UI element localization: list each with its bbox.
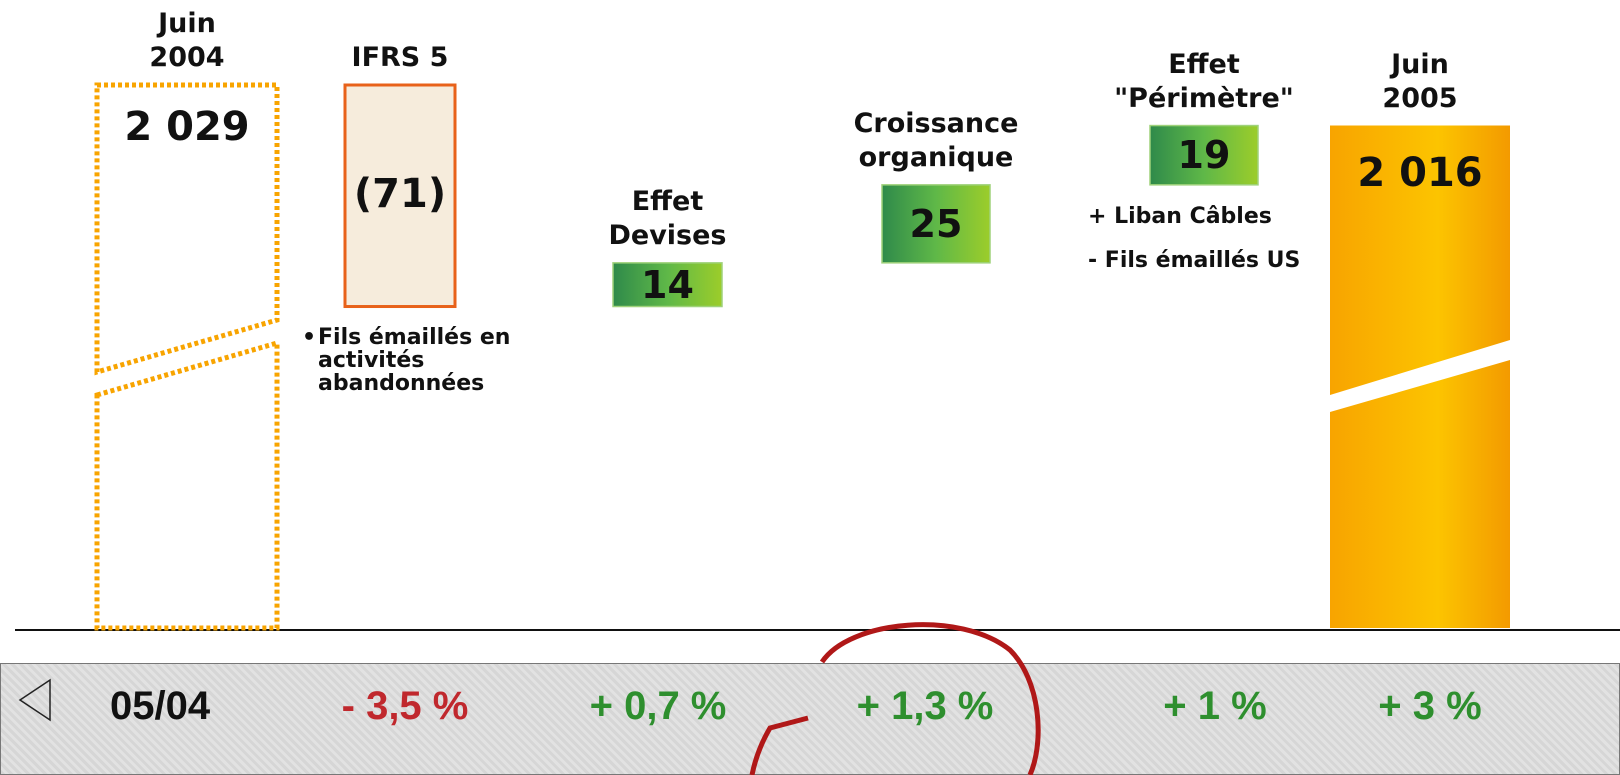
value-label: 2 016 [1357,149,1483,196]
category-label: Juin 2005 [1382,48,1458,114]
category-label: Croissance organique [853,107,1019,173]
growth-value: + 3 % [1378,684,1482,728]
highlight-circle [819,622,1041,775]
highlight-circle [749,715,809,775]
value-label: 19 [1177,133,1231,178]
bar [343,83,457,309]
value-label: 14 [641,262,694,307]
growth-value: - 3,5 % [341,684,469,728]
growth-value: + 0,7 % [589,684,727,728]
note: - Fils émaillés US [1088,248,1301,273]
bar [94,82,280,631]
growth-value: + 1,3 % [856,684,994,728]
note: + Liban Câbles [1088,204,1272,229]
category-label: Effet "Périmètre" [1114,48,1294,114]
bar [1149,124,1259,186]
bullet: • [302,325,317,350]
growth-value: + 1 % [1163,684,1267,728]
category-label: Juin 2004 [149,8,225,73]
bar [612,262,723,308]
value-label: (71) [353,170,447,217]
bar [1330,125,1510,628]
bar [881,184,991,264]
category-label: Effet Devises [608,185,727,251]
growth-label: 05/04 [110,684,211,728]
value-label: 2 029 [124,104,250,150]
delta-symbol [18,678,51,722]
note: Fils émaillés en activités abandonnées [318,325,511,396]
category-label: IFRS 5 [351,42,449,73]
growth-panel [0,663,1620,775]
value-label: 25 [909,201,963,246]
